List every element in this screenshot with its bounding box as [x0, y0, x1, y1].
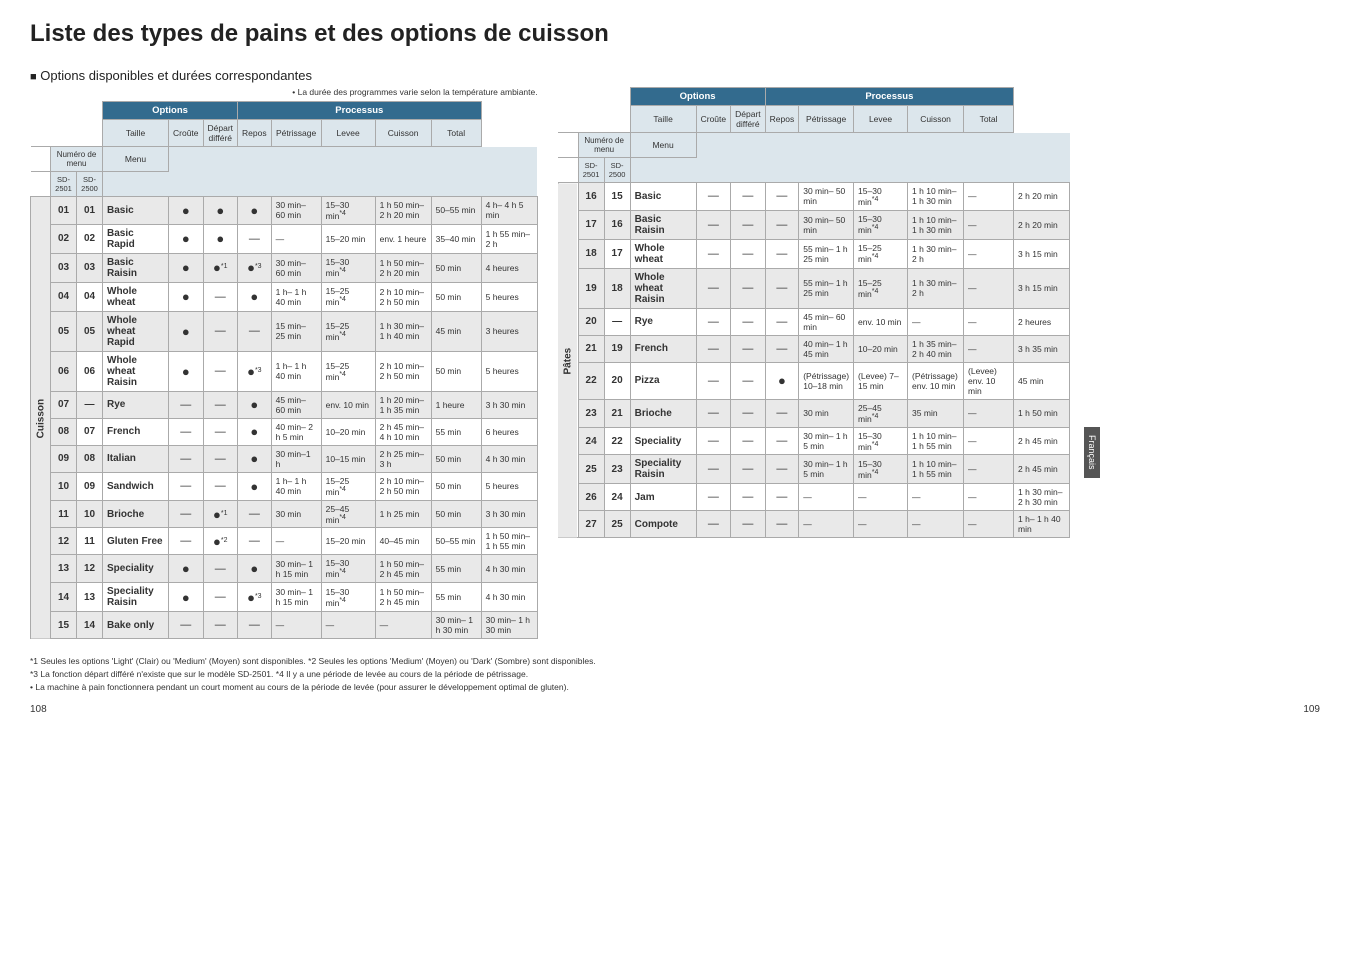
table-row: 0606Whole wheat Raisin●—●*31 h– 1 h 40 m…: [31, 351, 538, 391]
col-petrissage: Pétrissage: [271, 120, 321, 147]
table-row: Cuisson0101Basic●●●30 min– 60 min15–30 m…: [31, 197, 538, 225]
table-row: 1009Sandwich——●1 h– 1 h 40 min15–25 min*…: [31, 472, 538, 500]
col-levee: Levee: [321, 120, 375, 147]
left-table-block: • La durée des programmes varie selon la…: [30, 87, 538, 639]
col-sd2501: SD-2501: [51, 172, 77, 197]
processus-header-2: Processus: [765, 88, 1013, 106]
pates-table: Options Processus Taille Croûte Départ d…: [558, 87, 1070, 538]
table-row: 1514Bake only——————30 min– 1 h 30 min30 …: [31, 612, 538, 639]
table-row: 1211Gluten Free—●*2——15–20 min40–45 min5…: [31, 528, 538, 555]
section-label: Cuisson: [31, 197, 51, 639]
table-row: 1817Whole wheat———55 min– 1 h 25 min15–2…: [558, 239, 1069, 268]
options-header: Options: [103, 102, 238, 120]
col-repos: Repos: [238, 120, 272, 147]
col-numero: Numéro de menu: [51, 147, 103, 172]
table-row: 0202Basic Rapid●●——15–20 minenv. 1 heure…: [31, 224, 538, 253]
table-row: 2725Compote———————1 h– 1 h 40 min: [558, 511, 1069, 538]
section-label: Pâtes: [558, 183, 578, 538]
table-row: 1716Basic Raisin———30 min– 50 min15–30 m…: [558, 210, 1069, 239]
table-row: 0908Italian——●30 min–1 h10–15 min2 h 25 …: [31, 445, 538, 472]
col-croute: Croûte: [169, 120, 204, 147]
table-row: 1413Speciality Raisin●—●*330 min– 1 h 15…: [31, 583, 538, 612]
table-row: 2220Pizza——●(Pétrissage) 10–18 min(Levee…: [558, 362, 1069, 399]
subtitle: ■ Options disponibles et durées correspo…: [30, 68, 312, 83]
table-row: 1918Whole wheat Raisin———55 min– 1 h 25 …: [558, 268, 1069, 308]
footnotes: *1 Seules les options 'Light' (Clair) ou…: [30, 655, 1320, 693]
language-tab: Français: [1084, 427, 1100, 478]
table-row: 2624Jam———————1 h 30 min– 2 h 30 min: [558, 484, 1069, 511]
table-row: Pâtes1615Basic———30 min– 50 min15–30 min…: [558, 183, 1069, 211]
table-row: 2119French———40 min– 1 h 45 min10–20 min…: [558, 335, 1069, 362]
col-taille: Taille: [103, 120, 169, 147]
table-row: 2422Speciality———30 min– 1 h 5 min15–30 …: [558, 427, 1069, 455]
options-header-2: Options: [630, 88, 765, 106]
table-row: 2321Brioche———30 min25–45 min*435 min—1 …: [558, 399, 1069, 427]
col-depart: Départ différé: [203, 120, 238, 147]
table-row: 0404Whole wheat●—●1 h– 1 h 40 min15–25 m…: [31, 282, 538, 311]
page-title: Liste des types de pains et des options …: [30, 20, 1320, 48]
table-row: 2523Speciality Raisin———30 min– 1 h 5 mi…: [558, 455, 1069, 484]
table-row: 20—Rye———45 min– 60 minenv. 10 min——2 he…: [558, 308, 1069, 335]
table-row: 0505Whole wheat Rapid●——15 min– 25 min15…: [31, 311, 538, 351]
table-row: 1312Speciality●—●30 min– 1 h 15 min15–30…: [31, 555, 538, 583]
page-numbers: 108 109: [30, 704, 1320, 715]
processus-header: Processus: [238, 102, 482, 120]
table-row: 1110Brioche—●*1—30 min25–45 min*41 h 25 …: [31, 500, 538, 528]
temperature-note: • La durée des programmes varie selon la…: [30, 87, 538, 97]
col-sd2500: SD-2500: [77, 172, 103, 197]
table-row: 07—Rye——●45 min– 60 minenv. 10 min1 h 20…: [31, 391, 538, 418]
table-row: 0303Basic Raisin●●*1●*330 min– 60 min15–…: [31, 253, 538, 282]
right-table-block: Options Processus Taille Croûte Départ d…: [558, 87, 1070, 538]
cuisson-table: Options Processus Taille Croûte Départ d…: [30, 101, 538, 639]
col-total: Total: [431, 120, 481, 147]
col-menu: Menu: [103, 147, 169, 172]
table-row: 0807French——●40 min– 2 h 5 min10–20 min2…: [31, 418, 538, 445]
col-cuisson: Cuisson: [375, 120, 431, 147]
